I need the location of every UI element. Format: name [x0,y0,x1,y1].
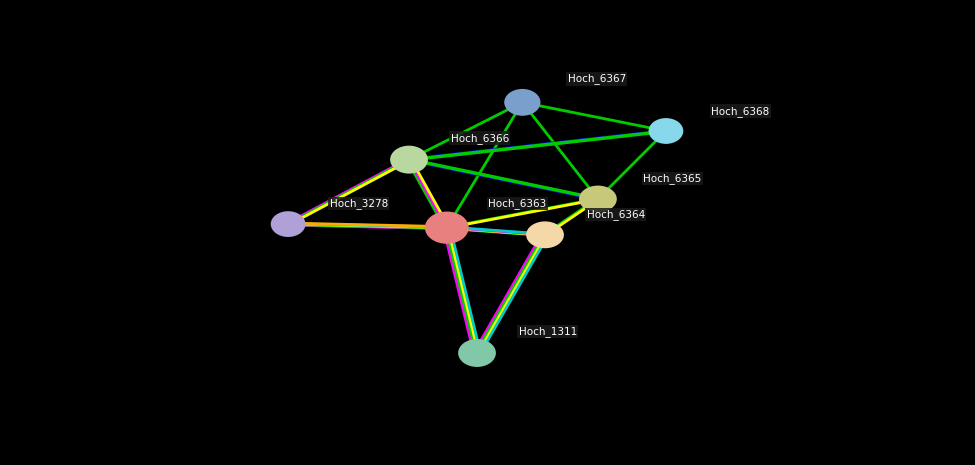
Text: Hoch_6366: Hoch_6366 [450,133,509,144]
Text: Hoch_6368: Hoch_6368 [712,106,769,117]
Ellipse shape [648,118,683,144]
Text: Hoch_6364: Hoch_6364 [587,209,644,220]
Ellipse shape [458,339,496,367]
Ellipse shape [271,211,305,237]
Ellipse shape [579,186,617,213]
Ellipse shape [390,146,428,173]
Text: Hoch_6367: Hoch_6367 [567,73,626,85]
Ellipse shape [504,89,540,116]
Ellipse shape [526,221,564,248]
Ellipse shape [425,212,469,244]
Text: Hoch_6365: Hoch_6365 [644,173,701,184]
Text: Hoch_1311: Hoch_1311 [519,326,577,337]
Text: Hoch_3278: Hoch_3278 [330,198,388,209]
Text: Hoch_6363: Hoch_6363 [488,198,547,209]
